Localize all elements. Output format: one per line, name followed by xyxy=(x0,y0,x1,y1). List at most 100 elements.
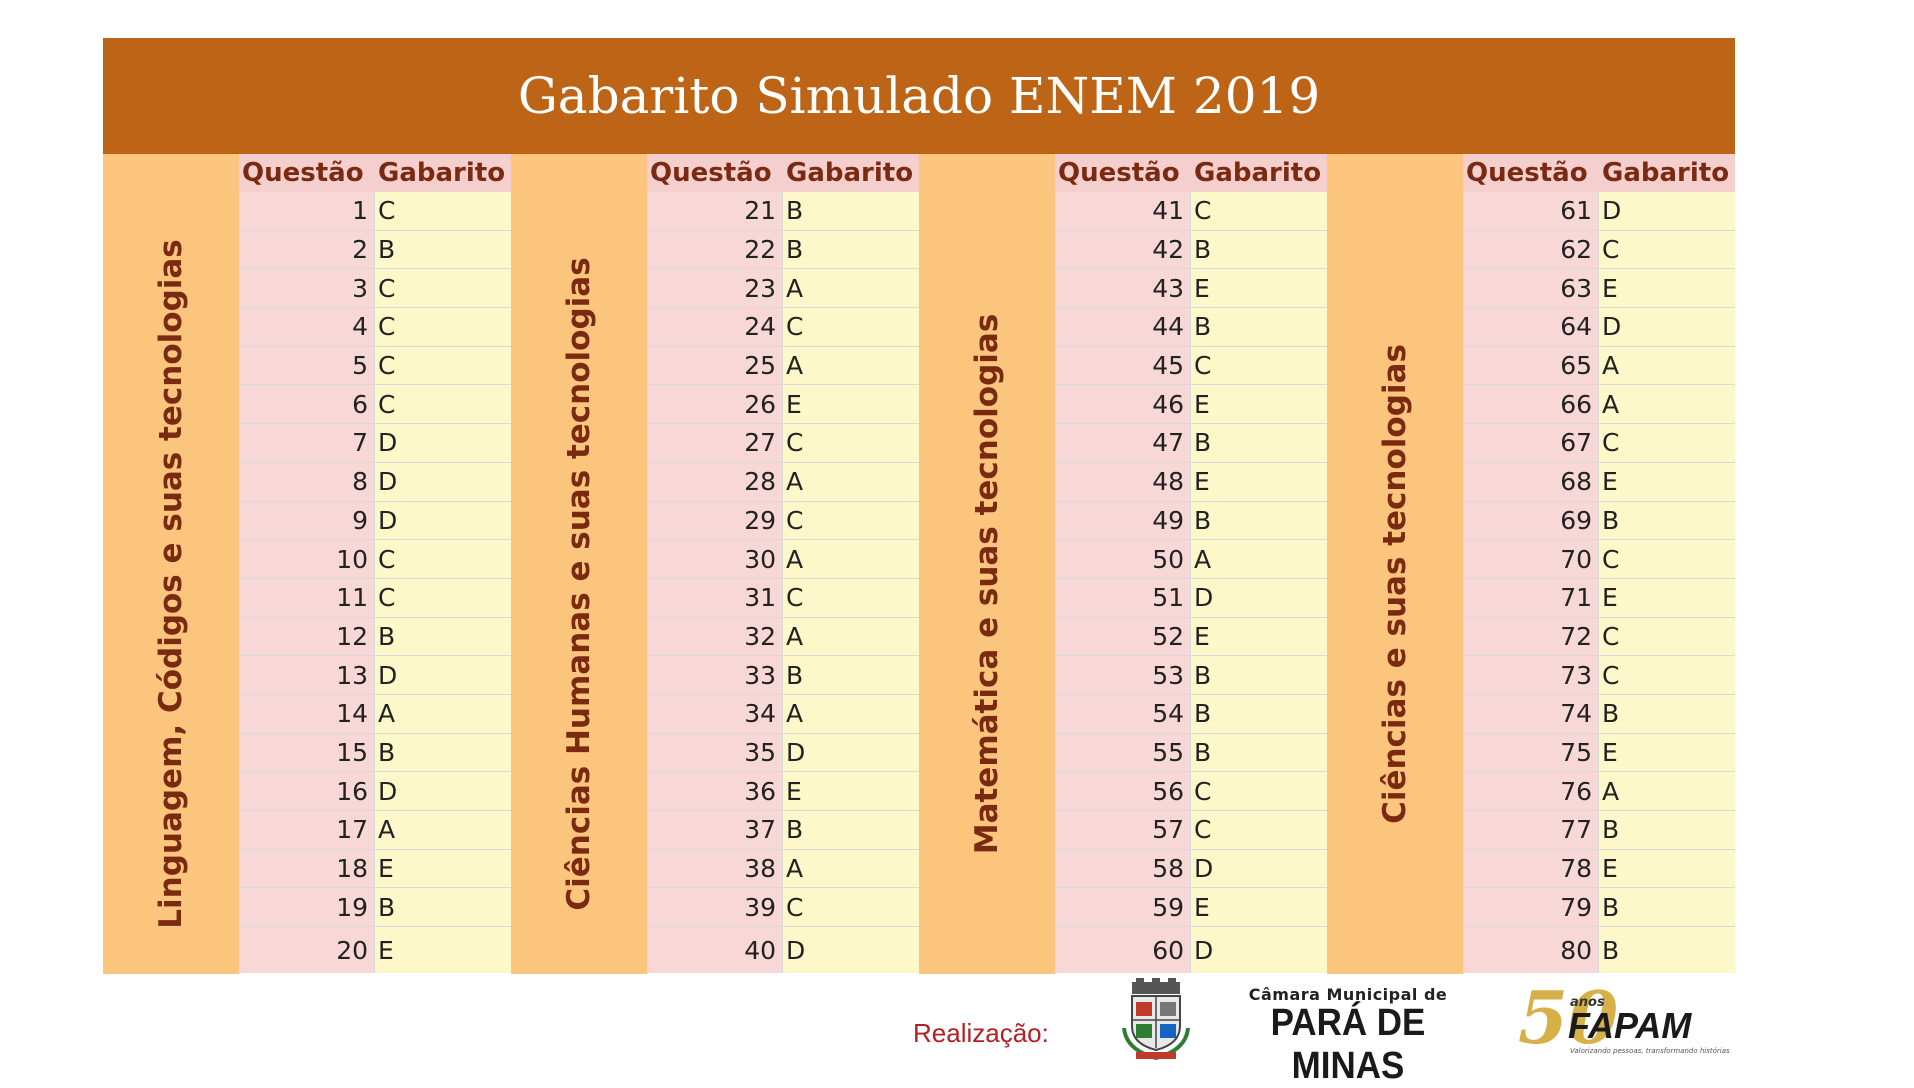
question-number: 46 xyxy=(1055,385,1191,424)
question-number: 35 xyxy=(647,733,783,772)
table-row: 66 A xyxy=(1463,385,1735,425)
answer-letter: D xyxy=(1599,308,1735,346)
question-number: 36 xyxy=(647,772,783,810)
table-row: 22 B xyxy=(647,230,919,270)
question-number: 38 xyxy=(647,849,783,888)
table-row: 27 C xyxy=(647,424,919,463)
area-block: Linguagem, Códigos e suas tecnologias Que… xyxy=(103,154,511,974)
question-number: 15 xyxy=(239,733,375,772)
table-row: 45 C xyxy=(1055,346,1327,386)
table-row: 14 A xyxy=(239,694,511,734)
question-number: 33 xyxy=(647,656,783,694)
area-label: Linguagem, Códigos e suas tecnologias xyxy=(153,239,189,929)
question-number: 69 xyxy=(1463,501,1599,540)
answer-letter: C xyxy=(1191,192,1327,230)
table-row: 63 E xyxy=(1463,269,1735,309)
table-row: 69 B xyxy=(1463,501,1735,541)
table-row: 21 B xyxy=(647,192,919,231)
table-row: 33 B xyxy=(647,656,919,695)
answer-letter: A xyxy=(783,540,919,578)
answer-letter: B xyxy=(1599,888,1735,927)
column-header-gabarito: Gabarito xyxy=(1191,154,1327,192)
area-block: Ciências Humanas e suas tecnologias Quest… xyxy=(511,154,919,974)
answer-letter: E xyxy=(375,927,511,974)
table-row: 16 D xyxy=(239,772,511,811)
answer-letter: A xyxy=(783,462,919,501)
camara-logo-main: PARÁ DE MINAS xyxy=(1270,1002,1426,1087)
table-row: 49 B xyxy=(1055,501,1327,541)
area-block: Matemática e suas tecnologias Questão Gaba… xyxy=(919,154,1327,974)
question-number: 37 xyxy=(647,811,783,849)
question-number: 53 xyxy=(1055,656,1191,694)
answer-letter: D xyxy=(375,462,511,501)
question-number: 7 xyxy=(239,424,375,462)
question-number: 1 xyxy=(239,192,375,230)
title-banner: Gabarito Simulado ENEM 2019 xyxy=(103,38,1735,154)
area-label: Ciências e suas tecnologias xyxy=(1377,344,1413,824)
question-number: 58 xyxy=(1055,849,1191,888)
table-row: 65 A xyxy=(1463,346,1735,386)
table-row: 39 C xyxy=(647,888,919,928)
question-number: 32 xyxy=(647,617,783,656)
question-number: 2 xyxy=(239,230,375,269)
answer-letter: C xyxy=(375,540,511,578)
question-number: 12 xyxy=(239,617,375,656)
answer-letter: B xyxy=(1599,501,1735,540)
question-number: 21 xyxy=(647,192,783,230)
answer-letter: D xyxy=(375,501,511,540)
question-number: 54 xyxy=(1055,694,1191,733)
fapam-logo-tagline: Valorizando pessoas, transformando histó… xyxy=(1570,1047,1730,1055)
question-number: 24 xyxy=(647,308,783,346)
question-number: 47 xyxy=(1055,424,1191,462)
question-number: 19 xyxy=(239,888,375,927)
answer-letter: E xyxy=(1599,269,1735,308)
column-header-row: Questão Gabarito xyxy=(239,154,511,192)
answer-letter: E xyxy=(1599,578,1735,617)
answer-letter: A xyxy=(783,617,919,656)
question-number: 73 xyxy=(1463,656,1599,694)
table-row: 78 E xyxy=(1463,849,1735,889)
area-columns: Questão Gabarito 61 D 62 C 63 E 64 D 65 A 66 A 67 C 68 E 6… xyxy=(1463,154,1735,974)
table-row: 76 A xyxy=(1463,772,1735,811)
table-row: 34 A xyxy=(647,694,919,734)
column-header-row: Questão Gabarito xyxy=(647,154,919,192)
answer-letter: C xyxy=(783,578,919,617)
answer-letter: E xyxy=(375,849,511,888)
question-number: 13 xyxy=(239,656,375,694)
camara-logo: Câmara Municipal de PARÁ DE MINAS xyxy=(1218,985,1478,1088)
table-row: 75 E xyxy=(1463,733,1735,773)
answer-letter: A xyxy=(783,694,919,733)
question-number: 74 xyxy=(1463,694,1599,733)
question-number: 52 xyxy=(1055,617,1191,656)
area-label: Matemática e suas tecnologias xyxy=(969,313,1005,855)
answer-letter: E xyxy=(1191,385,1327,424)
table-row: 79 B xyxy=(1463,888,1735,928)
table-row: 56 C xyxy=(1055,772,1327,811)
answer-letter: B xyxy=(1599,927,1735,974)
table-row: 18 E xyxy=(239,849,511,889)
table-row: 80 B xyxy=(1463,927,1735,974)
column-header-row: Questão Gabarito xyxy=(1055,154,1327,192)
table-row: 41 C xyxy=(1055,192,1327,231)
question-number: 78 xyxy=(1463,849,1599,888)
table-row: 67 C xyxy=(1463,424,1735,463)
answer-letter: E xyxy=(1191,888,1327,927)
area-label-cell: Ciências Humanas e suas tecnologias xyxy=(511,154,647,974)
table-row: 37 B xyxy=(647,811,919,850)
answer-letter: E xyxy=(783,385,919,424)
table-row: 44 B xyxy=(1055,308,1327,347)
table-row: 68 E xyxy=(1463,462,1735,502)
table-row: 38 A xyxy=(647,849,919,889)
answer-letter: D xyxy=(1599,192,1735,230)
answer-letter: C xyxy=(1599,424,1735,462)
answer-key-sheet: Gabarito Simulado ENEM 2019 Linguagem, C… xyxy=(103,38,1735,974)
table-row: 71 E xyxy=(1463,578,1735,618)
question-number: 61 xyxy=(1463,192,1599,230)
fapam-logo-number: 50 xyxy=(1518,975,1619,1060)
table-row: 62 C xyxy=(1463,230,1735,270)
column-header-questao: Questão xyxy=(1463,154,1599,192)
question-number: 31 xyxy=(647,578,783,617)
question-number: 68 xyxy=(1463,462,1599,501)
